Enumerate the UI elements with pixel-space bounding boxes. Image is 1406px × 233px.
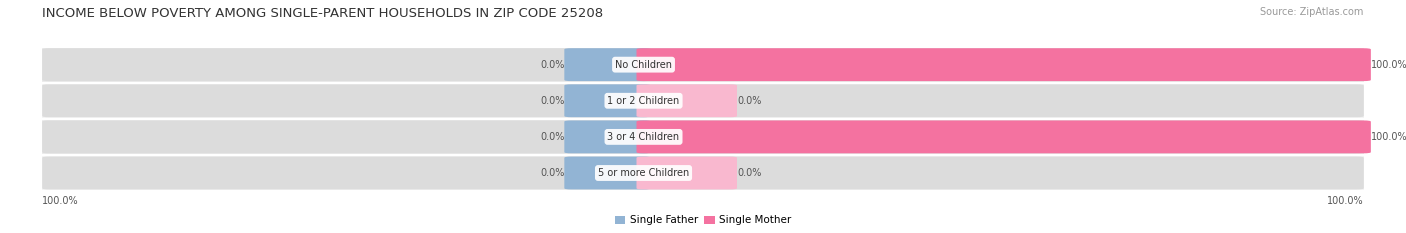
Text: No Children: No Children (614, 60, 672, 70)
Bar (42, 48, 1364, 82)
Legend: Single Father, Single Mother: Single Father, Single Mother (614, 216, 792, 226)
Text: 0.0%: 0.0% (737, 168, 762, 178)
Text: 0.0%: 0.0% (737, 96, 762, 106)
Text: 1 or 2 Children: 1 or 2 Children (607, 96, 679, 106)
FancyBboxPatch shape (564, 120, 651, 153)
Text: 100.0%: 100.0% (42, 196, 79, 206)
Text: 0.0%: 0.0% (540, 96, 564, 106)
FancyBboxPatch shape (42, 120, 1364, 153)
FancyBboxPatch shape (637, 157, 737, 189)
FancyBboxPatch shape (42, 84, 1364, 117)
FancyBboxPatch shape (564, 48, 651, 81)
Text: 5 or more Children: 5 or more Children (598, 168, 689, 178)
Text: 100.0%: 100.0% (1371, 60, 1406, 70)
Text: INCOME BELOW POVERTY AMONG SINGLE-PARENT HOUSEHOLDS IN ZIP CODE 25208: INCOME BELOW POVERTY AMONG SINGLE-PARENT… (42, 7, 603, 20)
Text: 100.0%: 100.0% (1327, 196, 1364, 206)
FancyBboxPatch shape (637, 48, 1371, 81)
FancyBboxPatch shape (564, 84, 651, 117)
Text: 0.0%: 0.0% (540, 168, 564, 178)
Bar (42, 84, 1364, 118)
FancyBboxPatch shape (637, 120, 1371, 153)
Text: 100.0%: 100.0% (1371, 132, 1406, 142)
Bar (42, 156, 1364, 190)
FancyBboxPatch shape (564, 157, 651, 189)
FancyBboxPatch shape (42, 157, 1364, 189)
Text: 0.0%: 0.0% (540, 132, 564, 142)
Text: 3 or 4 Children: 3 or 4 Children (607, 132, 679, 142)
Text: Source: ZipAtlas.com: Source: ZipAtlas.com (1260, 7, 1364, 17)
FancyBboxPatch shape (42, 48, 1364, 81)
FancyBboxPatch shape (637, 84, 737, 117)
Text: 0.0%: 0.0% (540, 60, 564, 70)
Bar (42, 120, 1364, 154)
